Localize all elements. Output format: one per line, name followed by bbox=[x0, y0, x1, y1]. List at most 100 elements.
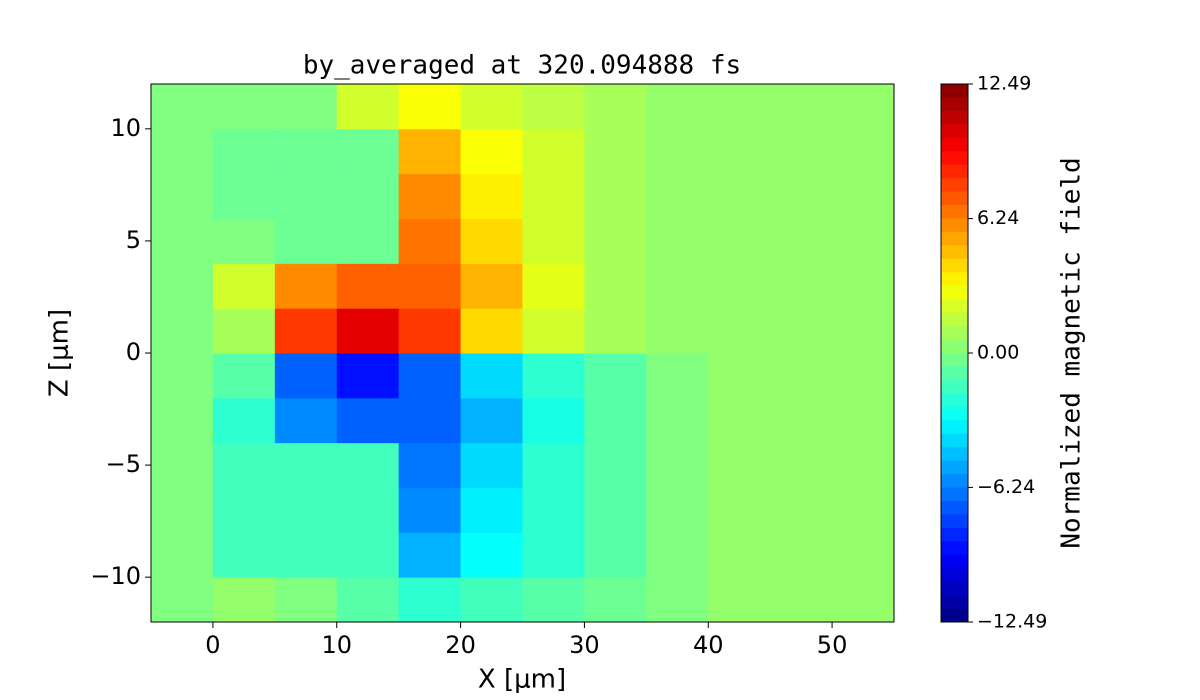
heatmap-cell bbox=[274, 487, 338, 533]
heatmap-cell bbox=[832, 218, 895, 264]
heatmap-cell bbox=[770, 128, 833, 175]
heatmap-cell bbox=[151, 442, 214, 488]
heatmap-cell bbox=[646, 218, 709, 264]
heatmap-cell bbox=[646, 577, 709, 623]
heatmap-cell bbox=[584, 173, 647, 219]
heatmap-cell bbox=[336, 84, 400, 130]
colorbar-tick-label: −12.49 bbox=[977, 611, 1047, 633]
heatmap-cell bbox=[646, 487, 709, 533]
colorbar-tick-label: 12.49 bbox=[977, 73, 1031, 95]
heatmap-cell bbox=[212, 353, 276, 399]
heatmap-cell bbox=[522, 487, 585, 533]
colorbar-step bbox=[941, 231, 968, 246]
colorbar-step bbox=[941, 326, 968, 341]
heatmap-cell bbox=[584, 397, 647, 444]
colorbar-step bbox=[941, 500, 968, 515]
heatmap-cell bbox=[460, 577, 523, 623]
heatmap-cell bbox=[770, 84, 833, 130]
heatmap-cell bbox=[274, 84, 338, 130]
heatmap-cell bbox=[212, 128, 276, 175]
heatmap-cell bbox=[832, 353, 895, 399]
heatmap-cell bbox=[584, 84, 647, 130]
heatmap-cell bbox=[336, 173, 400, 219]
heatmap-cell bbox=[646, 263, 709, 309]
heatmap-cell bbox=[770, 577, 833, 623]
colorbar-step bbox=[941, 258, 968, 273]
colorbar-tick-label: 6.24 bbox=[977, 207, 1019, 229]
heatmap-cell bbox=[336, 218, 400, 264]
colorbar-step bbox=[941, 514, 968, 529]
colorbar-step bbox=[941, 595, 968, 610]
heatmap-cell bbox=[708, 397, 771, 444]
heatmap-cell bbox=[770, 173, 833, 219]
heatmap-cell bbox=[832, 173, 895, 219]
heatmap-cell bbox=[522, 84, 585, 130]
heatmap-cell bbox=[398, 128, 462, 175]
heatmap-cell bbox=[708, 487, 771, 533]
heatmap-cell bbox=[460, 218, 523, 264]
heatmap-cell bbox=[770, 487, 833, 533]
colorbar-step bbox=[941, 84, 968, 98]
heatmap-cell bbox=[770, 353, 833, 399]
colorbar-step bbox=[941, 420, 968, 435]
heatmap-cell bbox=[708, 308, 771, 354]
heatmap-cell bbox=[212, 532, 276, 578]
heatmap-cell bbox=[522, 263, 585, 309]
heatmap-cell bbox=[584, 577, 647, 623]
colorbar-step bbox=[941, 554, 968, 569]
colorbar-step bbox=[941, 527, 968, 542]
heatmap-cell bbox=[584, 308, 647, 354]
heatmap-cell bbox=[212, 487, 276, 533]
heatmap-cell bbox=[212, 442, 276, 488]
heatmap-cell bbox=[212, 308, 276, 354]
heatmap-cell bbox=[522, 218, 585, 264]
heatmap-cell bbox=[708, 263, 771, 309]
heatmap-cell bbox=[522, 353, 585, 399]
heatmap-cell bbox=[646, 84, 709, 130]
heatmap-cell bbox=[708, 173, 771, 219]
colorbar-step bbox=[941, 178, 968, 193]
colorbar-step bbox=[941, 393, 968, 408]
heatmap-cell bbox=[212, 173, 276, 219]
heatmap-cell bbox=[398, 397, 462, 444]
heatmap-cell bbox=[398, 173, 462, 219]
heatmap-cell bbox=[646, 308, 709, 354]
heatmap-cell bbox=[274, 308, 338, 354]
colorbar-step bbox=[941, 353, 968, 367]
colorbar-step bbox=[941, 285, 968, 300]
heatmap-cell bbox=[832, 263, 895, 309]
heatmap-cell bbox=[151, 397, 214, 444]
heatmap-cell bbox=[708, 442, 771, 488]
heatmap-cell bbox=[274, 353, 338, 399]
heatmap-cell bbox=[522, 442, 585, 488]
heatmap-cell bbox=[522, 577, 585, 623]
heatmap-cell bbox=[522, 397, 585, 444]
colorbar-step bbox=[941, 218, 968, 233]
x-tick-label: 40 bbox=[693, 631, 724, 659]
heatmap-cell bbox=[522, 532, 585, 578]
heatmap-cell bbox=[151, 487, 214, 533]
colorbar-step bbox=[941, 487, 968, 502]
heatmap-cell bbox=[151, 577, 214, 623]
heatmap-cell bbox=[522, 308, 585, 354]
heatmap-cell bbox=[151, 263, 214, 309]
heatmap-cell bbox=[646, 532, 709, 578]
colorbar-step bbox=[941, 137, 968, 152]
heatmap-cell bbox=[708, 577, 771, 623]
heatmap-cell bbox=[460, 442, 523, 488]
heatmap-cell bbox=[336, 308, 400, 354]
heatmap-cell bbox=[832, 308, 895, 354]
x-tick-label: 20 bbox=[445, 631, 476, 659]
heatmap-cell bbox=[398, 84, 462, 130]
colorbar-step bbox=[941, 191, 968, 206]
heatmap-cell bbox=[522, 128, 585, 175]
y-tick-label: 5 bbox=[126, 226, 141, 254]
heatmap-cell bbox=[212, 577, 276, 623]
heatmap-cell bbox=[584, 442, 647, 488]
heatmap-cell bbox=[151, 218, 214, 264]
heatmap-cell bbox=[832, 532, 895, 578]
heatmap-cell bbox=[398, 577, 462, 623]
heatmap-cell bbox=[336, 532, 400, 578]
heatmap-cell bbox=[336, 397, 400, 444]
heatmap-cell bbox=[770, 308, 833, 354]
